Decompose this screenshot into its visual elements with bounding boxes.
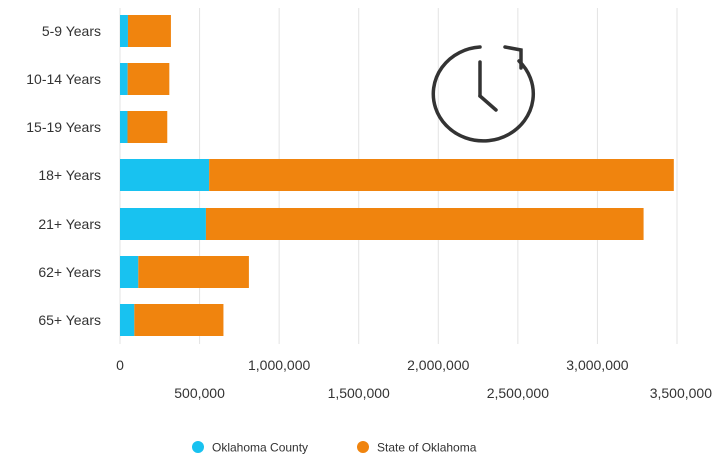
- x-tick-label: 3,500,000: [650, 385, 712, 401]
- x-tick-labels: 0 1,000,000 2,000,000 3,000,000 500,000 1,500…: [116, 357, 712, 401]
- x-tick-label: 1,000,000: [248, 357, 310, 373]
- clock-history-icon: [431, 45, 536, 143]
- x-tick-label: 3,000,000: [566, 357, 628, 373]
- bar-state-of-oklahoma: [205, 208, 644, 240]
- legend-label: Oklahoma County: [212, 441, 308, 455]
- bar-oklahoma-county: [120, 256, 139, 288]
- bar-oklahoma-county: [120, 63, 128, 95]
- category-label: 5-9 Years: [42, 23, 101, 39]
- category-label: 15-19 Years: [26, 119, 101, 135]
- x-tick-label: 500,000: [174, 385, 225, 401]
- bar-oklahoma-county: [120, 15, 128, 47]
- legend-swatch: [357, 441, 369, 453]
- legend: Oklahoma County State of Oklahoma: [192, 441, 477, 455]
- bar-oklahoma-county: [120, 159, 210, 191]
- x-tick-label: 2,500,000: [487, 385, 549, 401]
- category-label: 21+ Years: [38, 216, 101, 232]
- bar-state-of-oklahoma: [134, 304, 224, 336]
- category-label: 18+ Years: [38, 167, 101, 183]
- bar-state-of-oklahoma: [127, 15, 171, 47]
- bar-state-of-oklahoma: [127, 111, 168, 143]
- legend-label: State of Oklahoma: [377, 441, 477, 455]
- bar-state-of-oklahoma: [209, 159, 674, 191]
- x-tick-label: 2,000,000: [407, 357, 469, 373]
- category-label: 10-14 Years: [26, 71, 101, 87]
- category-labels: 5-9 Years 10-14 Years 15-19 Years 18+ Years…: [26, 23, 101, 328]
- category-label: 65+ Years: [38, 312, 101, 328]
- legend-swatch: [192, 441, 204, 453]
- bar-oklahoma-county: [120, 111, 128, 143]
- x-tick-label: 0: [116, 357, 124, 373]
- bars: [120, 15, 674, 336]
- bar-state-of-oklahoma: [138, 256, 249, 288]
- bar-state-of-oklahoma: [127, 63, 170, 95]
- x-tick-label: 1,500,000: [328, 385, 390, 401]
- bar-oklahoma-county: [120, 208, 206, 240]
- category-label: 62+ Years: [38, 264, 101, 280]
- bar-oklahoma-county: [120, 304, 135, 336]
